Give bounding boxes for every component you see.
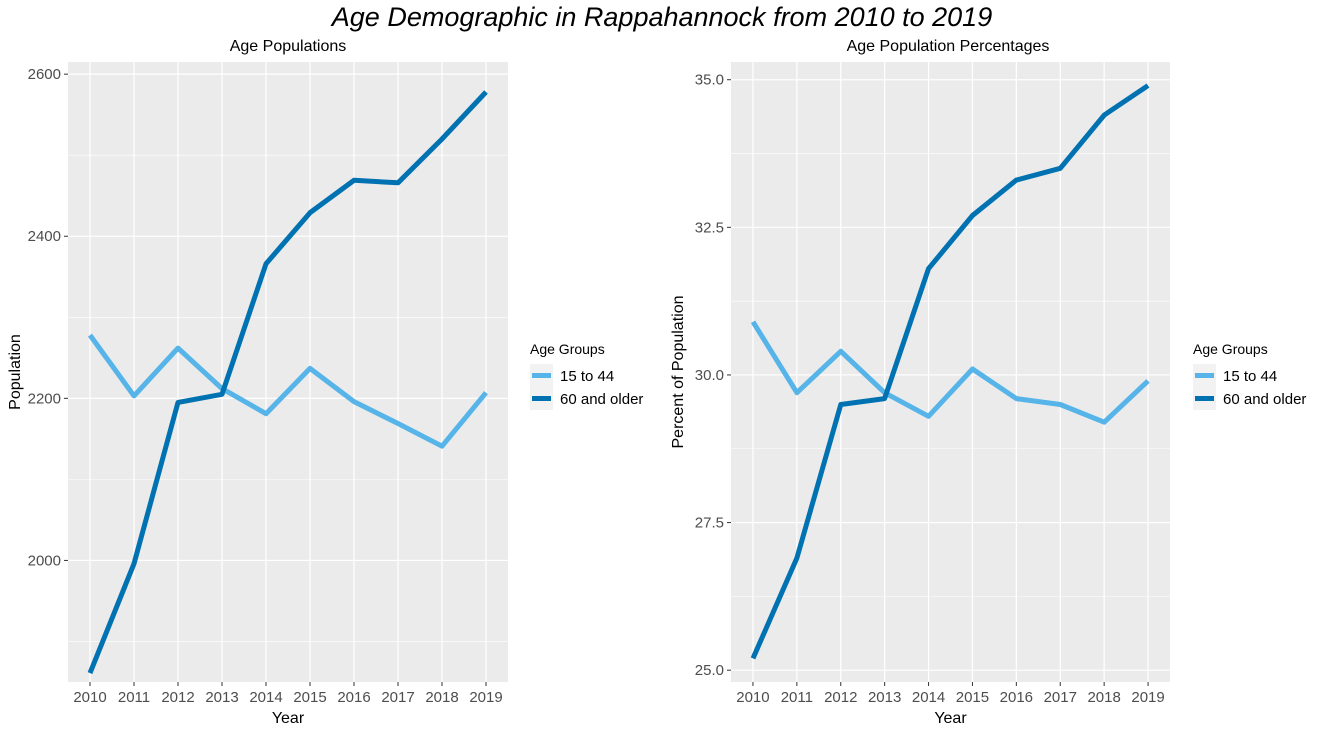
y-axis-title: Percent of Population xyxy=(670,296,687,449)
x-tick-label: 2016 xyxy=(1000,689,1033,706)
plot-background xyxy=(731,62,1170,682)
y-tick-label: 2600 xyxy=(28,66,61,83)
figure-title: Age Demographic in Rappahannock from 201… xyxy=(330,2,992,32)
series-line-1 xyxy=(750,320,1150,425)
y-tick-label: 32.5 xyxy=(695,219,724,236)
chart-panel-1: 2000 2200 2400 2600 2010 2011 2012 2013 2014 2015… xyxy=(7,38,643,727)
panel-title: Age Population Percentages xyxy=(847,38,1050,55)
y-tick-label: 30.0 xyxy=(695,367,724,384)
x-tick-label: 2015 xyxy=(293,689,326,706)
x-tick-label: 2017 xyxy=(381,689,414,706)
legend-title: Age Groups xyxy=(1193,341,1268,357)
legend-title: Age Groups xyxy=(530,341,605,357)
x-tick-label: 2010 xyxy=(736,689,769,706)
y-tick-label: 35.0 xyxy=(695,72,724,89)
x-tick-label: 2011 xyxy=(781,689,813,706)
x-tick-label: 2012 xyxy=(161,689,194,706)
y-tick-label: 2200 xyxy=(28,390,61,407)
x-axis-title: Year xyxy=(272,710,305,727)
x-tick-label: 2014 xyxy=(912,689,945,706)
legend-label: 15 to 44 xyxy=(1223,368,1277,385)
series-line-2 xyxy=(87,90,488,675)
y-tick-label: 2400 xyxy=(28,228,61,245)
chart-panel-2: 25.0 27.5 30.0 32.5 35.0 2010 2011 2012 2013 2014… xyxy=(670,38,1306,727)
x-tick-label: 2013 xyxy=(868,689,901,706)
x-tick-label: 2011 xyxy=(118,689,150,706)
legend-label: 15 to 44 xyxy=(560,368,614,385)
x-tick-label: 2016 xyxy=(337,689,370,706)
legend: Age Groups 15 to 44 60 and older xyxy=(1193,341,1306,410)
legend-label: 60 and older xyxy=(560,391,643,408)
plot-background xyxy=(68,62,508,682)
x-tick-label: 2019 xyxy=(1131,689,1164,706)
y-tick-label: 25.0 xyxy=(695,662,724,679)
x-tick-label: 2018 xyxy=(1087,689,1120,706)
x-tick-label: 2012 xyxy=(824,689,857,706)
x-axis-title: Year xyxy=(934,710,967,727)
y-axis-title: Population xyxy=(7,334,24,410)
x-tick-label: 2015 xyxy=(956,689,989,706)
series-line-2 xyxy=(750,83,1150,660)
x-tick-label: 2019 xyxy=(469,689,502,706)
x-tick-label: 2018 xyxy=(425,689,458,706)
legend-label: 60 and older xyxy=(1223,391,1306,408)
x-tick-label: 2013 xyxy=(205,689,238,706)
legend: Age Groups 15 to 44 60 and older xyxy=(530,341,643,410)
chart-panels: 2000 2200 2400 2600 2010 2011 2012 2013 2014 2015… xyxy=(7,38,1306,727)
x-tick-label: 2017 xyxy=(1044,689,1077,706)
panel-title: Age Populations xyxy=(230,38,347,55)
x-tick-label: 2014 xyxy=(249,689,282,706)
series-line-1 xyxy=(87,333,488,449)
y-tick-label: 27.5 xyxy=(695,515,724,532)
y-tick-label: 2000 xyxy=(28,552,61,569)
x-tick-label: 2010 xyxy=(73,689,106,706)
